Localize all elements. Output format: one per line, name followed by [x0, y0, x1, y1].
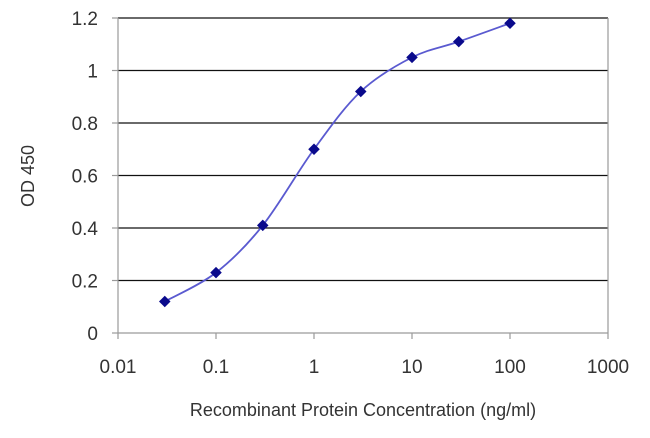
y-tick-label-5: 1 — [87, 62, 98, 83]
series — [158, 17, 516, 308]
y-tick-label-6: 1.2 — [72, 9, 98, 30]
axes-frame — [112, 17, 609, 339]
data-point-6 — [452, 35, 465, 48]
y-tick-label-4: 0.8 — [72, 114, 98, 135]
x-tick-label-5: 1000 — [587, 357, 629, 378]
x-tick-label-3: 10 — [401, 357, 422, 378]
y-tick-labels: 0 0.2 0.4 0.6 0.8 1 1.2 — [72, 9, 99, 345]
series-line-0 — [164, 22, 511, 303]
x-tick-label-2: 1 — [309, 357, 320, 378]
x-tick-label-0: 0.01 — [100, 357, 137, 378]
y-tick-label-2: 0.4 — [72, 219, 99, 240]
y-axis-title: OD 450 — [18, 145, 38, 207]
data-point-4 — [354, 85, 367, 98]
data-point-2 — [256, 219, 269, 232]
data-point-1 — [210, 266, 222, 279]
y-tick-label-0: 0 — [87, 324, 98, 345]
x-tick-labels: 0.01 0.1 1 10 100 1000 — [100, 357, 630, 378]
data-point-0 — [158, 295, 171, 308]
grid-lines — [118, 17, 608, 282]
x-tick-label-1: 0.1 — [203, 357, 229, 378]
data-point-3 — [308, 143, 320, 156]
y-tick-label-3: 0.6 — [72, 167, 98, 188]
y-tick-label-1: 0.2 — [72, 272, 98, 293]
x-tick-label-4: 100 — [494, 357, 526, 378]
data-point-7 — [504, 17, 516, 30]
x-axis-title: Recombinant Protein Concentration (ng/ml… — [190, 400, 536, 420]
data-point-5 — [406, 51, 418, 64]
